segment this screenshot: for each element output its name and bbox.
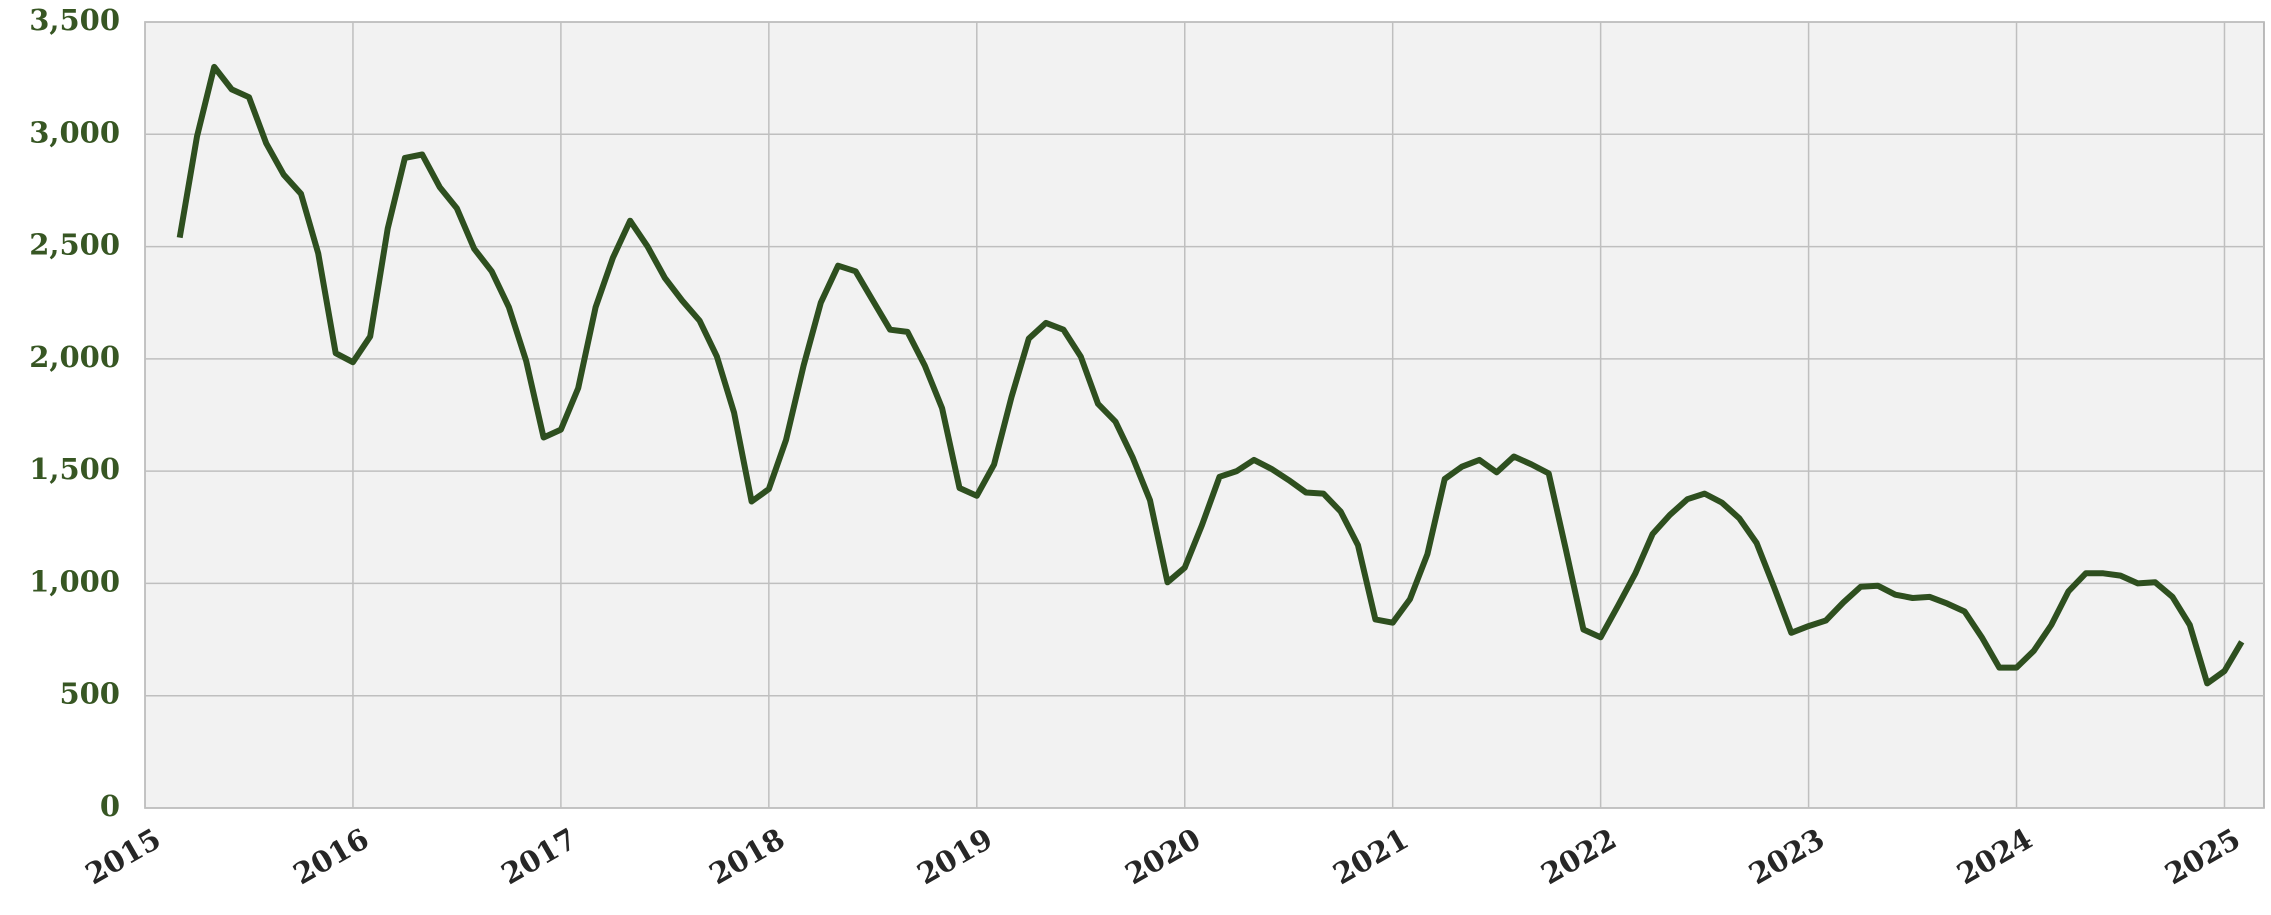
x-tick-label: 2019 xyxy=(911,822,998,892)
x-tick-label: 2015 xyxy=(80,822,167,892)
plot-area xyxy=(144,21,2265,809)
y-tick-label: 1,500 xyxy=(29,452,120,486)
x-tick-label: 2023 xyxy=(1743,822,1830,892)
x-tick-label: 2025 xyxy=(2159,822,2246,892)
x-tick-label: 2022 xyxy=(1535,822,1622,892)
x-tick-label: 2024 xyxy=(1951,822,2038,892)
y-tick-label: 2,000 xyxy=(29,340,120,374)
y-tick-label: 3,500 xyxy=(29,3,120,37)
x-tick-label: 2018 xyxy=(703,822,790,892)
y-tick-label: 3,000 xyxy=(29,115,120,149)
x-tick-label: 2020 xyxy=(1119,822,1206,892)
data-line xyxy=(176,63,2245,687)
y-tick-label: 2,500 xyxy=(29,228,120,262)
x-tick-label: 2016 xyxy=(288,822,375,892)
y-tick-label: 0 xyxy=(100,789,120,823)
y-tick-label: 1,000 xyxy=(29,564,120,598)
y-tick-label: 500 xyxy=(59,677,120,711)
x-tick-label: 2021 xyxy=(1327,822,1414,892)
x-tick-label: 2017 xyxy=(495,822,582,892)
